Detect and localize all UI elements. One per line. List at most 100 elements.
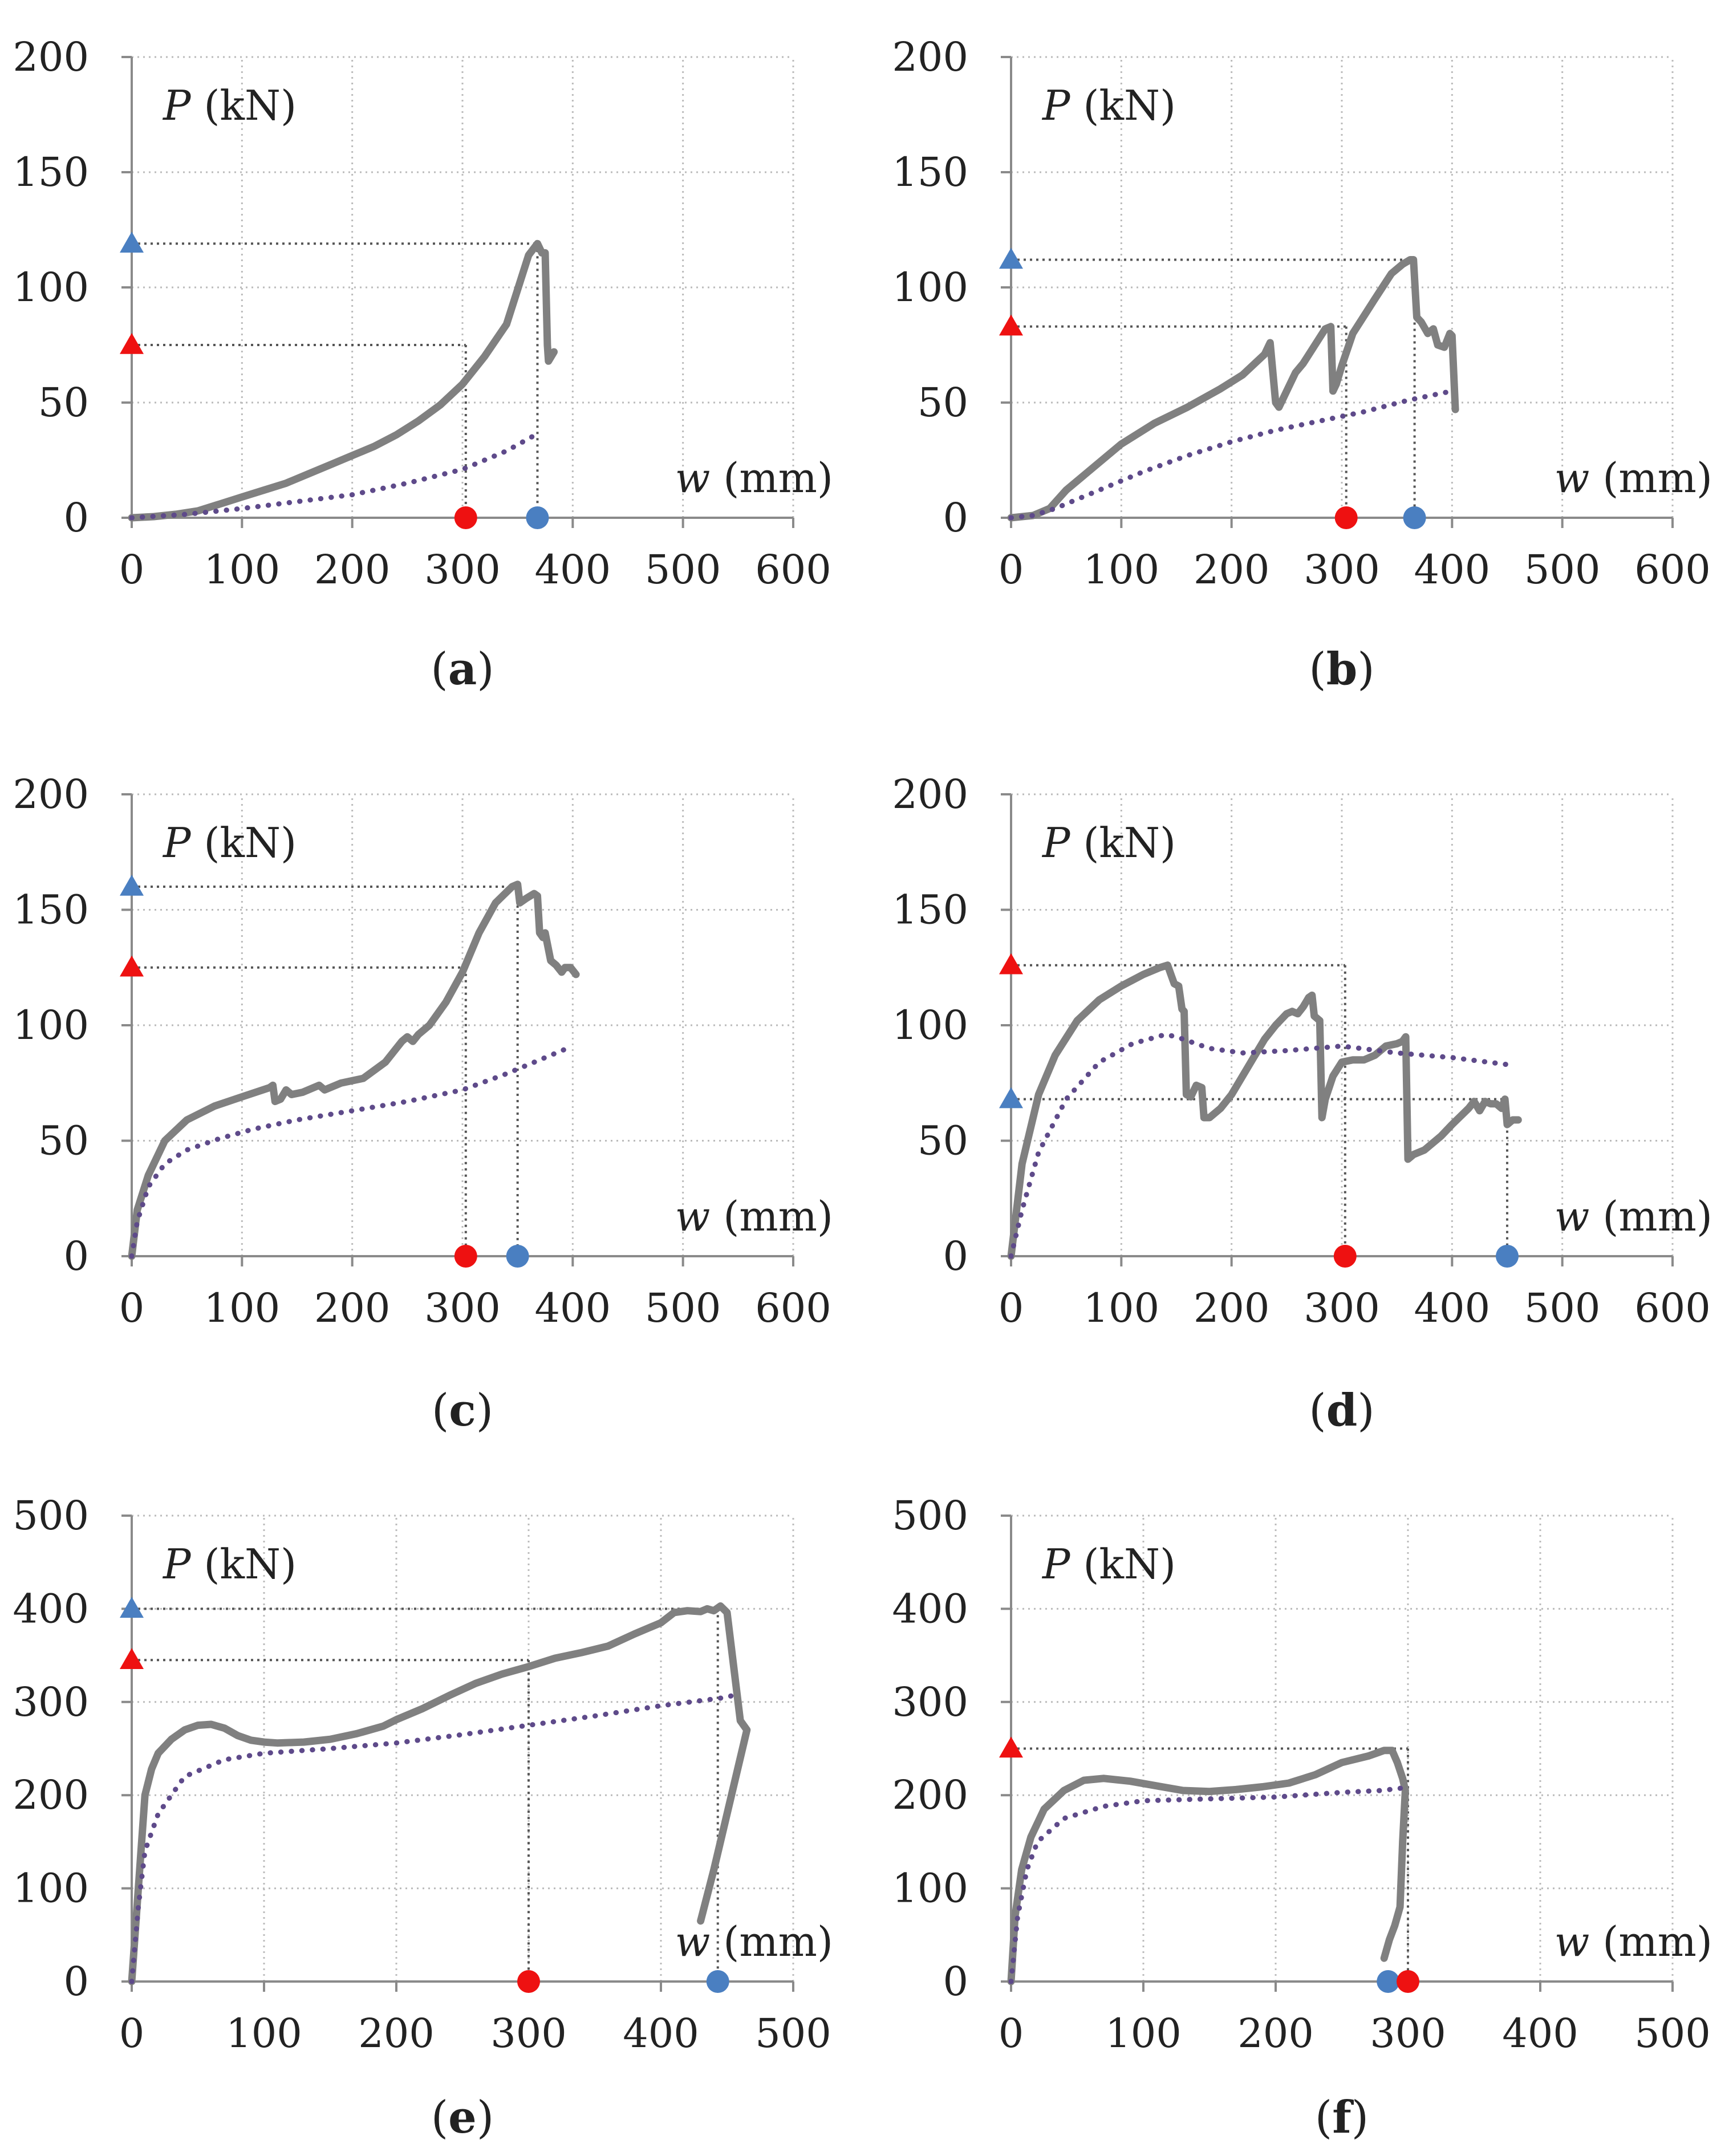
x-tick-label: 300: [424, 546, 501, 593]
x-tick-label: 500: [1524, 1285, 1601, 1331]
x-axis-title: w (mm): [1555, 1918, 1712, 1966]
x-tick-label: 0: [999, 546, 1024, 593]
caption-letter: d: [1326, 1384, 1358, 1436]
x-tick-label: 200: [1237, 2010, 1314, 2057]
series-line-dotted: [1008, 1785, 1408, 1984]
marker-circle-blue: [706, 1970, 729, 1993]
caption-close: ): [1357, 644, 1374, 695]
y-axis-title-unit: (kN): [190, 1540, 297, 1588]
y-tick-label: 400: [13, 1585, 89, 1632]
x-tick-label: 200: [314, 546, 391, 593]
x-tick-label: 300: [1370, 2010, 1446, 2057]
caption-open: (: [1309, 644, 1326, 695]
x-axis-title: w (mm): [1555, 454, 1712, 502]
marker-circle-blue: [506, 1245, 529, 1268]
series-line-solid: [1007, 256, 1459, 522]
y-tick-label: 100: [13, 1865, 89, 1912]
gridlines: [132, 793, 794, 1256]
y-axis-title-symbol: P: [1041, 819, 1071, 867]
x-tick-label: 400: [535, 546, 611, 593]
caption-close: ): [1357, 1385, 1374, 1436]
x-tick-label: 400: [1502, 2010, 1578, 2057]
x-axis-title-symbol: w: [1555, 1918, 1590, 1966]
marker-circle-red: [454, 506, 477, 529]
x-tick-label: 200: [1194, 1285, 1270, 1331]
marker-circle-blue: [1377, 1970, 1400, 1993]
y-tick-label: 100: [892, 1002, 968, 1049]
marker-triangle-blue: [120, 1597, 144, 1618]
x-axis-title-symbol: w: [675, 454, 711, 502]
marker-triangle-blue: [999, 1087, 1023, 1109]
x-tick-label: 100: [226, 2010, 302, 2057]
y-axis-title: P (kN): [162, 819, 297, 867]
caption-open: (: [431, 2092, 448, 2143]
x-tick-label: 500: [755, 2010, 831, 2057]
y-tick-label: 400: [892, 1585, 968, 1632]
marker-triangle-blue: [999, 247, 1023, 269]
x-axis-title-symbol: w: [675, 1918, 711, 1966]
x-tick-label: 600: [755, 1285, 831, 1331]
y-tick-label: 100: [13, 1002, 89, 1049]
y-axis-title-unit: (kN): [190, 82, 297, 129]
x-axis-title-symbol: w: [675, 1192, 711, 1240]
series-line-dotted: [1008, 1032, 1510, 1259]
series-line-solid: [128, 880, 580, 1260]
gridlines: [132, 1515, 794, 1982]
y-tick-label: 300: [13, 1679, 89, 1725]
x-tick-label: 400: [1414, 1285, 1491, 1331]
x-tick-label: 500: [1524, 546, 1601, 593]
series-line-solid: [1007, 961, 1522, 1260]
chart-panel-e: 0 100 200 300 400 500 0 100 200 300 400 500 P (kN) w …: [13, 1492, 833, 2143]
x-axis-title-unit: (mm): [710, 1192, 833, 1240]
gridlines: [1011, 1515, 1674, 1982]
x-tick-label: 100: [1083, 546, 1160, 593]
caption-open: (: [431, 644, 448, 695]
x-tick-label: 600: [1634, 546, 1711, 593]
y-tick-label: 150: [892, 149, 968, 196]
y-tick-label: 0: [943, 1958, 968, 2005]
x-tick-label: 600: [755, 546, 831, 593]
y-axis-title-symbol: P: [1041, 82, 1071, 129]
y-axis-title: P (kN): [162, 1540, 297, 1588]
x-tick-label: 100: [1083, 1285, 1160, 1331]
gridlines: [1011, 56, 1674, 518]
x-tick-label: 500: [1634, 2010, 1711, 2057]
y-axis-title-unit: (kN): [1070, 1540, 1176, 1588]
x-tick-label: 300: [1304, 546, 1380, 593]
y-tick-label: 200: [13, 1772, 89, 1818]
x-axis-title: w (mm): [675, 1192, 833, 1240]
x-axis-title: w (mm): [675, 1918, 833, 1966]
panel-caption: (b): [1309, 643, 1374, 695]
y-axis-title: P (kN): [1041, 819, 1176, 867]
series-line-dotted: [129, 430, 542, 521]
y-tick-label: 0: [63, 1958, 89, 2005]
series-line-dotted: [1008, 388, 1455, 521]
y-tick-label: 50: [38, 1118, 89, 1164]
marker-circle-red: [1334, 506, 1358, 529]
caption-letter: e: [448, 2092, 477, 2143]
y-axis-title: P (kN): [1041, 82, 1176, 129]
x-axis-title-unit: (mm): [1589, 1192, 1712, 1240]
chart-panel-b: 0 100 200 300 400 500 600 0 50 100 150 200 P (kN) w (…: [892, 34, 1712, 695]
x-tick-label: 200: [1194, 546, 1270, 593]
panel-caption: (f): [1315, 2092, 1369, 2143]
y-axis-title-symbol: P: [162, 82, 192, 129]
caption-close: ): [476, 1385, 493, 1436]
x-tick-label: 200: [314, 1285, 391, 1331]
marker-triangle-blue: [120, 232, 144, 253]
y-tick-label: 0: [63, 1233, 89, 1280]
x-tick-label: 100: [1105, 2010, 1182, 2057]
marker-triangle-blue: [120, 875, 144, 896]
y-tick-label: 150: [13, 887, 89, 933]
chart-panel-f: 0 100 200 300 400 500 0 100 200 300 400 500 P (kN) w …: [892, 1492, 1712, 2143]
caption-open: (: [1309, 1385, 1326, 1436]
y-axis-title: P (kN): [162, 82, 297, 129]
y-tick-label: 200: [13, 771, 89, 818]
y-axis-title-symbol: P: [1041, 1540, 1071, 1588]
x-axis-title-unit: (mm): [710, 454, 833, 502]
x-tick-label: 400: [623, 2010, 699, 2057]
y-tick-label: 200: [892, 34, 968, 80]
x-axis-title-symbol: w: [1555, 1192, 1590, 1240]
marker-triangle-red: [999, 314, 1023, 336]
y-tick-label: 150: [13, 149, 89, 196]
